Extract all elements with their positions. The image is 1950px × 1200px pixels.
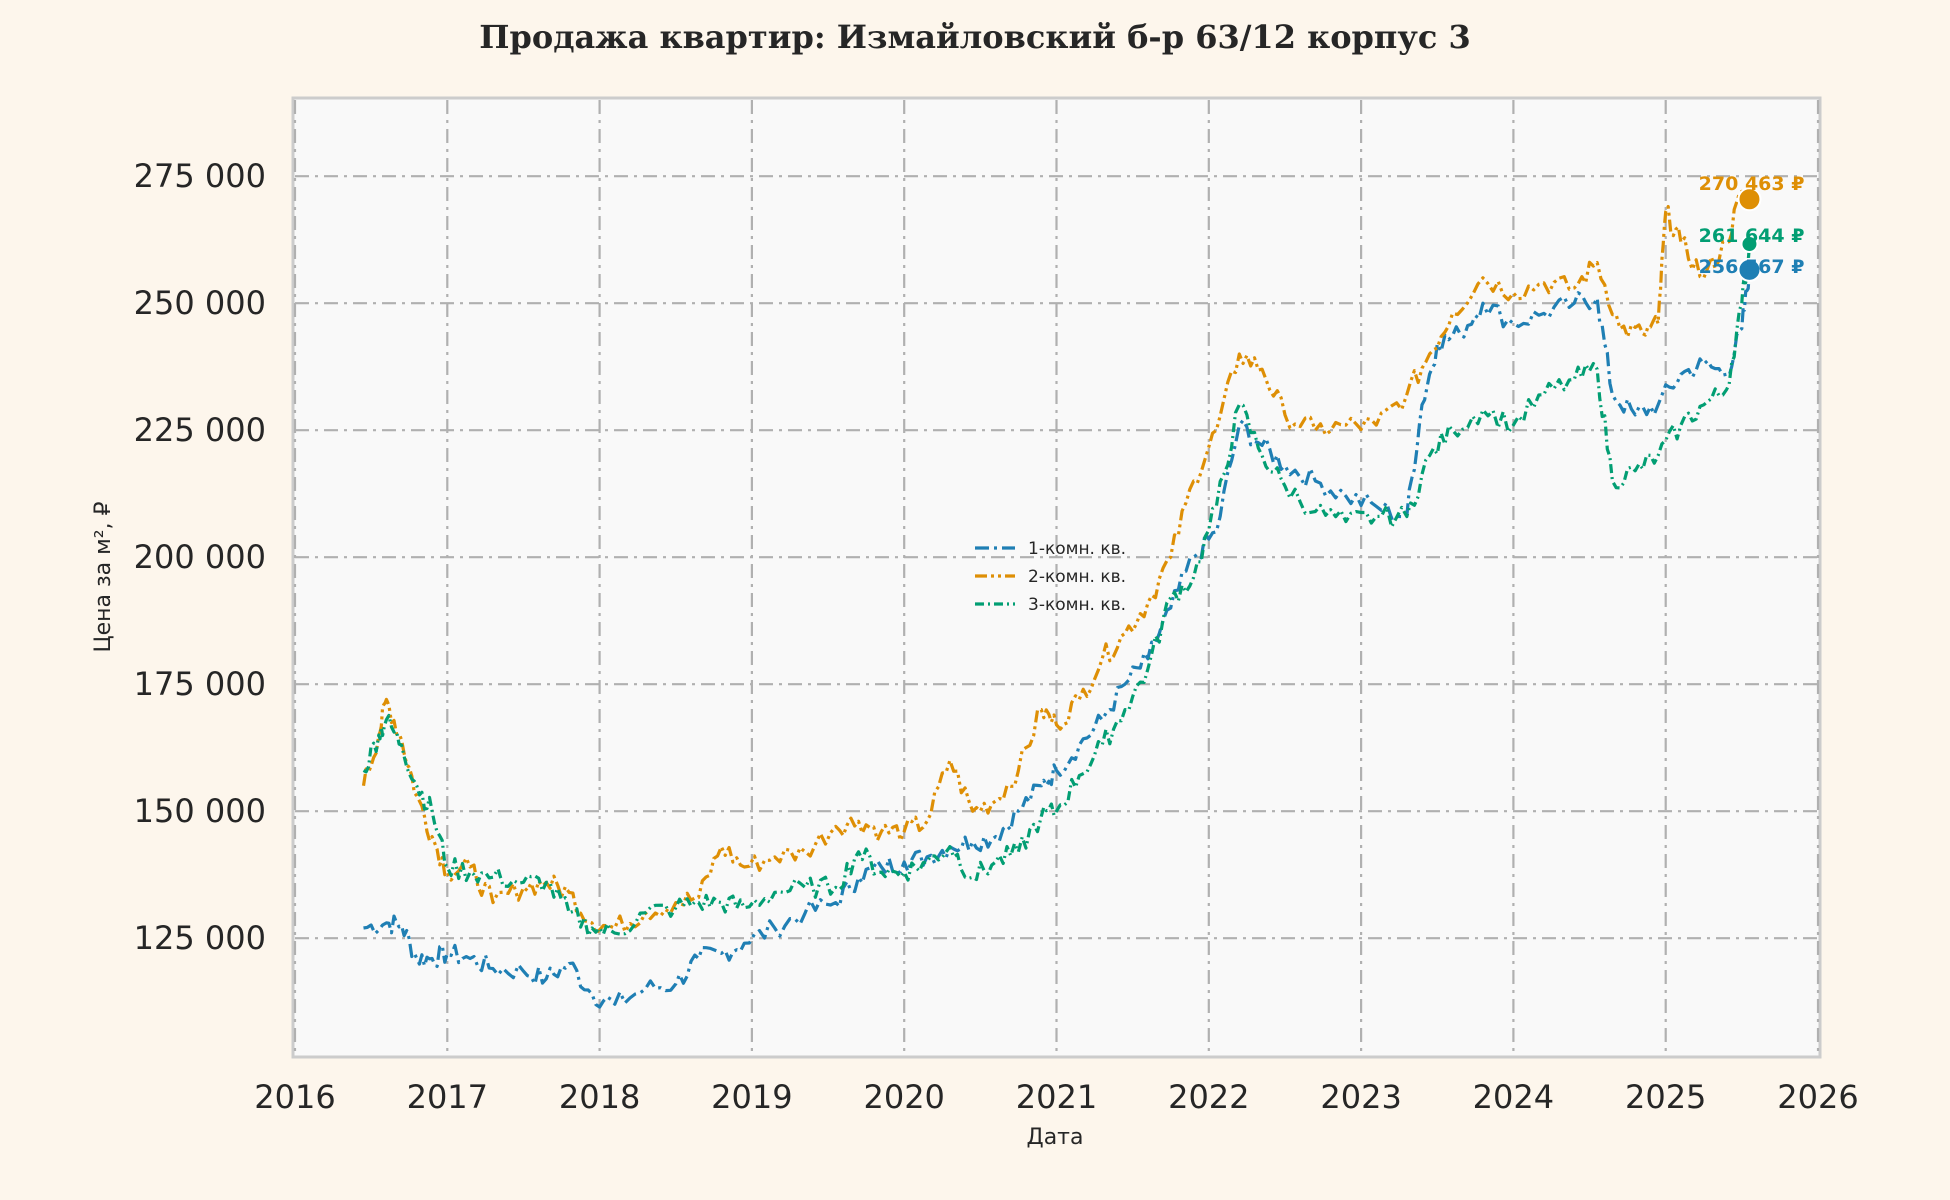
- legend-label-2: 2-комн. кв.: [1028, 567, 1126, 587]
- y-tick-label: 125 000: [134, 919, 266, 957]
- x-tick-label: 2023: [1320, 1078, 1401, 1116]
- legend: 1-комн. кв. 2-комн. кв. 3-комн. кв.: [975, 539, 1126, 615]
- y-tick-label: 150 000: [134, 792, 266, 830]
- legend-label-3: 3-комн. кв.: [1028, 595, 1126, 615]
- x-tick-label: 2022: [1168, 1078, 1249, 1116]
- y-tick-labels: 125 000 150 000 175 000 200 000 225 000 250 0…: [134, 157, 266, 957]
- end-value-label-1: 256 567 ₽: [1699, 256, 1805, 278]
- x-tick-label: 2020: [863, 1078, 944, 1116]
- end-marker-2: [1737, 187, 1762, 212]
- x-tick-label: 2018: [559, 1078, 640, 1116]
- x-tick-label: 2024: [1473, 1078, 1554, 1116]
- end-value-label-3: 261 644 ₽: [1699, 225, 1805, 247]
- y-tick-label: 200 000: [134, 538, 266, 576]
- x-tick-label: 2017: [407, 1078, 488, 1116]
- series-line-3: [362, 243, 1752, 938]
- series-lines: [361, 189, 1752, 1009]
- end-marker-3: [1740, 235, 1759, 254]
- x-tick-label: 2019: [711, 1078, 792, 1116]
- y-axis-label: Цена за м², ₽: [91, 501, 116, 652]
- y-tick-label: 175 000: [134, 665, 266, 703]
- x-tick-labels: 2016 2017 2018 2019 2020 2021 2022 2023 2024 2025…: [254, 1078, 1858, 1116]
- x-tick-label: 2025: [1625, 1078, 1706, 1116]
- x-tick-label: 2026: [1777, 1078, 1858, 1116]
- legend-label-1: 1-комн. кв.: [1028, 539, 1126, 559]
- series-end-markers: 256 567 ₽ 270 463 ₽ 261 644 ₽: [1699, 173, 1805, 282]
- y-tick-label: 250 000: [134, 284, 266, 322]
- series-line-1: [363, 269, 1752, 1009]
- chart-title: Продажа квартир: Измайловский б-р 63/12 …: [479, 18, 1471, 56]
- y-tick-label: 275 000: [134, 157, 266, 195]
- grid-lines: [293, 100, 1820, 1055]
- x-axis-label: Дата: [1027, 1125, 1084, 1150]
- end-value-label-2: 270 463 ₽: [1699, 173, 1805, 195]
- x-tick-label: 2021: [1016, 1078, 1097, 1116]
- y-tick-label: 225 000: [134, 411, 266, 449]
- end-marker-1: [1737, 257, 1762, 282]
- x-tick-label: 2016: [254, 1078, 335, 1116]
- series-line-2: [361, 189, 1752, 935]
